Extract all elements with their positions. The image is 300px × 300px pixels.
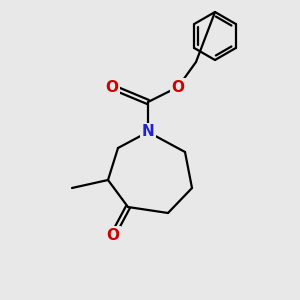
Text: N: N (142, 124, 154, 140)
Text: O: O (106, 227, 119, 242)
Text: O: O (106, 80, 118, 94)
Text: O: O (172, 80, 184, 94)
